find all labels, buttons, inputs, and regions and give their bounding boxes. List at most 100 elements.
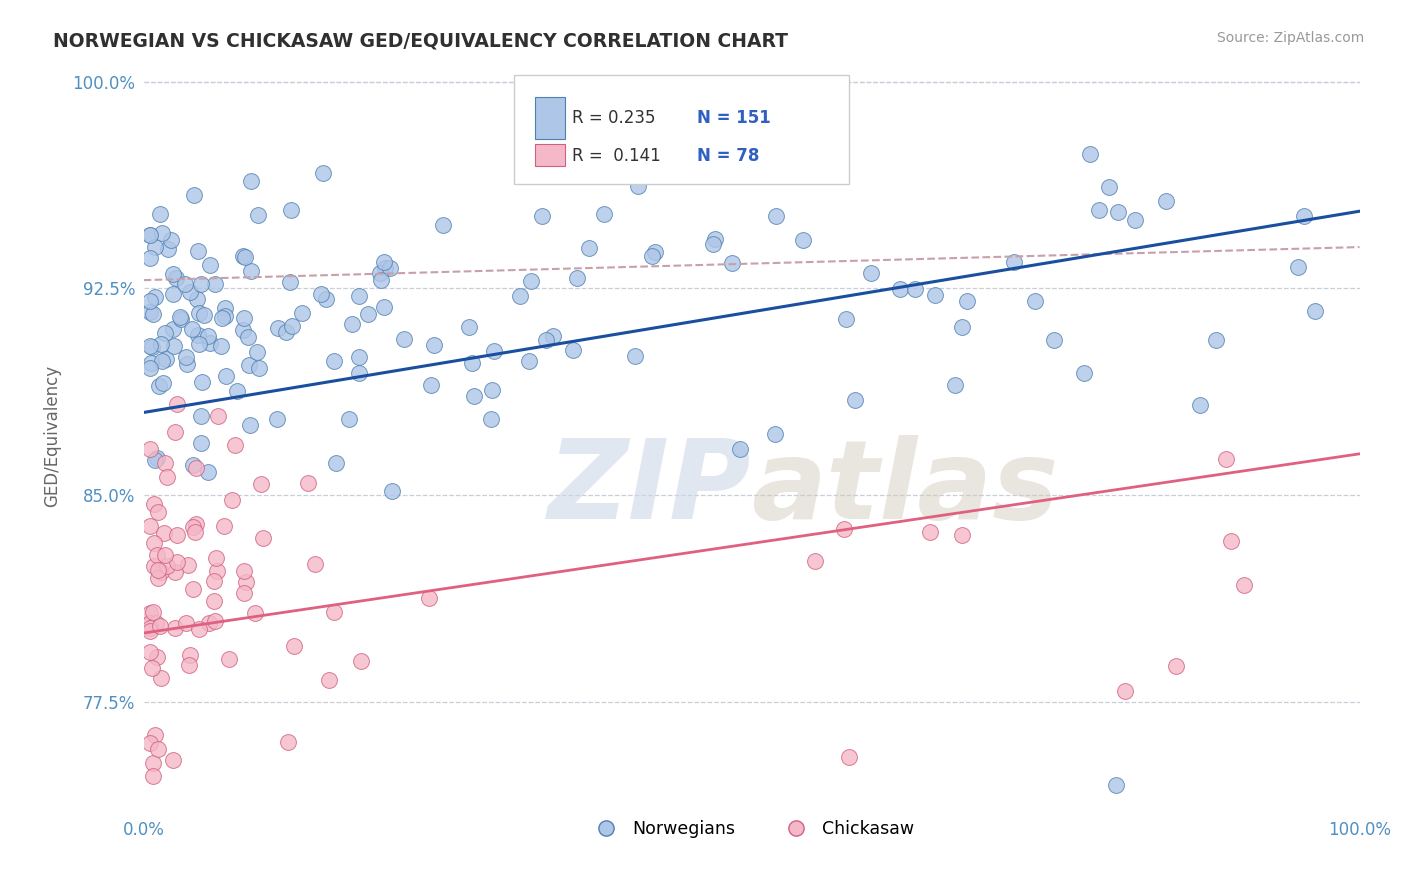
Point xyxy=(214,310,236,324)
Point xyxy=(370,273,392,287)
Point xyxy=(205,565,228,579)
Point xyxy=(567,271,589,285)
Point xyxy=(138,736,160,750)
Point xyxy=(458,320,481,334)
Point xyxy=(280,202,302,217)
Point xyxy=(1303,303,1326,318)
Point xyxy=(187,328,209,343)
Point xyxy=(1233,578,1256,592)
Point xyxy=(844,392,866,407)
Point xyxy=(531,209,554,223)
Point xyxy=(186,516,208,531)
Point xyxy=(197,465,219,479)
Point xyxy=(1088,202,1111,217)
Point xyxy=(245,606,267,620)
Point xyxy=(943,377,966,392)
Point xyxy=(924,287,946,301)
Point xyxy=(209,339,232,353)
Point xyxy=(224,438,246,452)
Point xyxy=(197,329,219,343)
Point xyxy=(280,318,302,333)
Point xyxy=(148,563,170,577)
Point xyxy=(952,320,974,334)
Point xyxy=(197,615,219,630)
Point xyxy=(138,227,160,242)
Point xyxy=(835,312,858,326)
Point xyxy=(152,376,174,390)
Point xyxy=(138,252,160,266)
Point xyxy=(702,237,724,252)
Point xyxy=(188,622,211,636)
Text: R = 0.235: R = 0.235 xyxy=(572,110,655,128)
Point xyxy=(218,652,240,666)
Text: N = 151: N = 151 xyxy=(697,110,770,128)
Point xyxy=(143,290,166,304)
Point xyxy=(325,456,347,470)
Point xyxy=(187,336,209,351)
Point xyxy=(378,261,401,276)
Point xyxy=(323,605,346,619)
Point xyxy=(138,606,160,620)
Point xyxy=(143,728,166,742)
Point xyxy=(463,389,485,403)
Point xyxy=(138,294,160,309)
Point xyxy=(141,340,163,354)
Point xyxy=(183,458,205,472)
Point xyxy=(146,650,169,665)
Point xyxy=(1219,533,1241,548)
Point xyxy=(142,558,165,573)
Point xyxy=(138,304,160,318)
Point xyxy=(1294,210,1316,224)
Point xyxy=(252,531,274,545)
Point xyxy=(146,741,169,756)
Point xyxy=(374,261,396,276)
Point xyxy=(181,582,204,596)
Point xyxy=(142,756,165,770)
Point xyxy=(315,292,337,306)
Point xyxy=(832,522,855,536)
Point xyxy=(204,614,226,628)
Point xyxy=(221,492,243,507)
Point xyxy=(149,671,172,685)
FancyBboxPatch shape xyxy=(536,144,565,167)
Point xyxy=(349,350,371,364)
Point xyxy=(163,339,186,353)
Point xyxy=(148,571,170,585)
Point xyxy=(249,477,271,491)
Point xyxy=(155,351,177,366)
Point xyxy=(202,594,225,608)
Point xyxy=(1105,778,1128,792)
Point xyxy=(1073,366,1095,380)
Point xyxy=(142,307,165,321)
Point xyxy=(482,343,505,358)
Point xyxy=(232,310,254,325)
Point xyxy=(142,769,165,783)
Point xyxy=(148,379,170,393)
Point xyxy=(792,233,814,247)
Point xyxy=(347,289,370,303)
Point xyxy=(207,409,229,423)
Point xyxy=(198,258,221,272)
Point xyxy=(232,249,254,263)
Point xyxy=(1078,146,1101,161)
Point xyxy=(239,264,262,278)
Point xyxy=(461,356,484,370)
Text: N = 78: N = 78 xyxy=(697,147,759,165)
Point xyxy=(381,483,404,498)
Point xyxy=(283,639,305,653)
Point xyxy=(174,277,197,292)
Point xyxy=(418,591,440,605)
Point xyxy=(138,645,160,659)
Point xyxy=(1002,255,1025,269)
Point xyxy=(860,266,883,280)
Point xyxy=(183,188,205,202)
Point xyxy=(138,360,160,375)
Point xyxy=(204,550,226,565)
Point xyxy=(138,622,160,636)
Point xyxy=(174,615,197,630)
Point xyxy=(627,178,650,193)
Point xyxy=(198,335,221,350)
Point xyxy=(763,427,786,442)
Point xyxy=(150,354,173,368)
Point xyxy=(212,518,235,533)
